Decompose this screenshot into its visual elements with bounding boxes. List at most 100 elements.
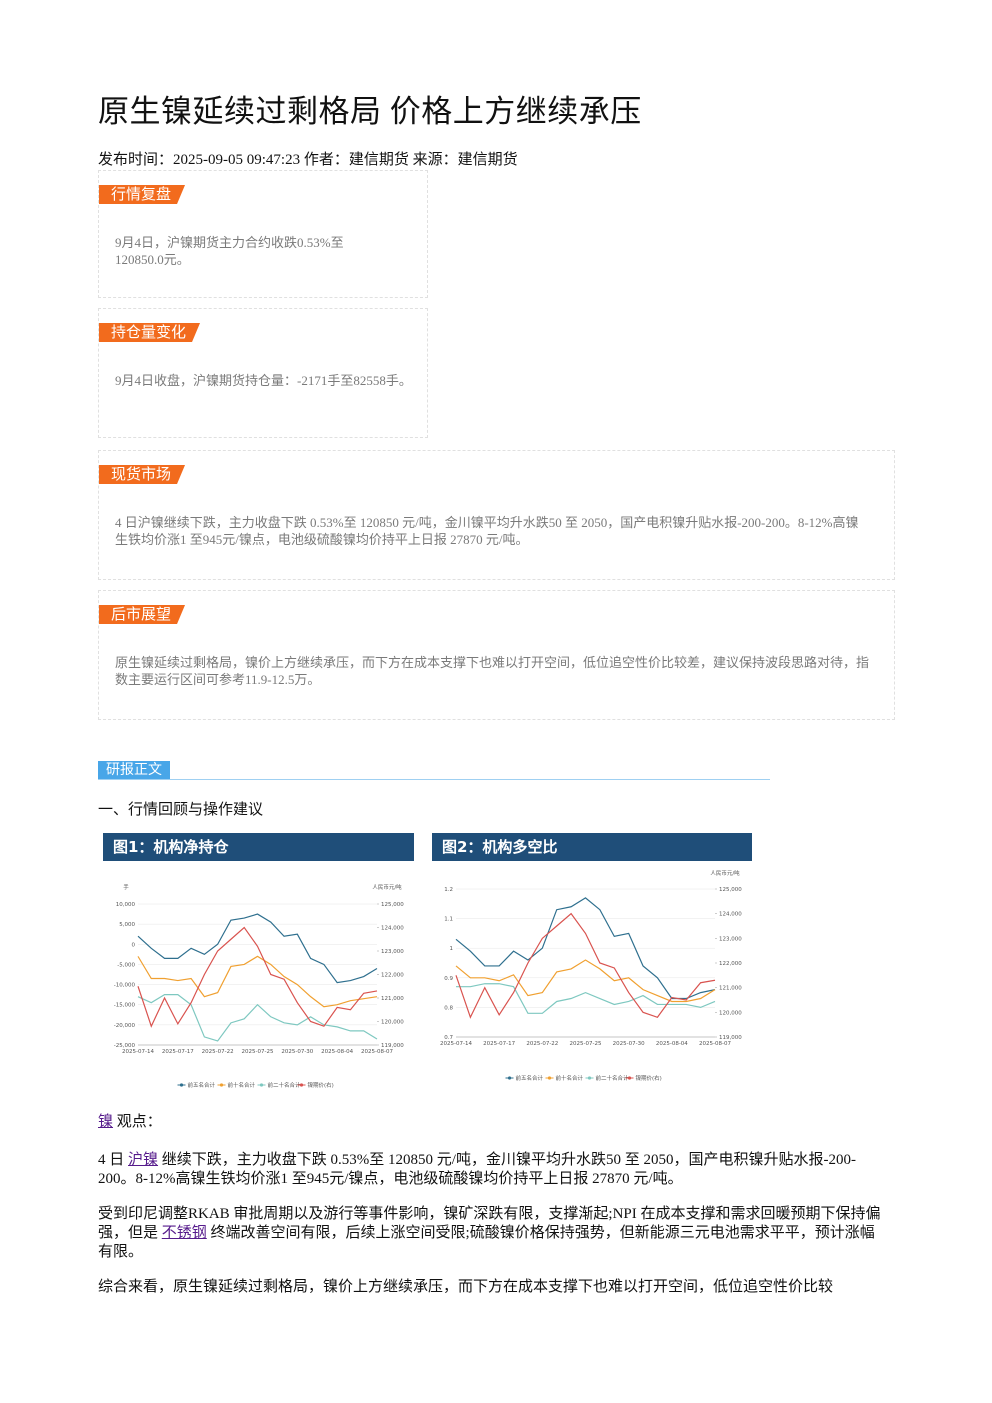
- x-tick-label: 2025-07-22: [202, 1049, 234, 1055]
- text-run: 观点：: [113, 1114, 162, 1130]
- box-text: 4 日沪镍继续下跌，主力收盘下跌 0.53%至 120850 元/吨，金川镍平均…: [115, 515, 859, 547]
- y2-tick-label: 120,000: [719, 1010, 742, 1016]
- legend-label: 前二十名合计: [596, 1074, 630, 1082]
- legend-label: 前二十名合计: [268, 1081, 302, 1089]
- x-tick-label: 2025-08-04: [321, 1049, 353, 1055]
- x-tick-label: 2025-08-07: [699, 1041, 731, 1047]
- box-text: 9月4日收盘，沪镍期货持仓量：-2171手至82558手。: [115, 373, 412, 388]
- y2-tick-label: 123,000: [719, 936, 742, 942]
- title: 原生镍延续过剩格局 价格上方继续承压: [98, 94, 642, 129]
- series-line: [137, 955, 378, 1008]
- chart-plot: 0.7 0.8 0.9 1 1.1 1.2 119,000 120,000 121,000 122…: [440, 869, 742, 1082]
- box-label: 持仓量变化: [99, 323, 200, 342]
- paragraph: 综合来看，原生镍延续过剩格局，镍价上方继续承压，而下方在成本支撑下也难以打开空间…: [98, 1278, 888, 1297]
- y2-tick-label: 119,000: [719, 1035, 742, 1041]
- legend-dot: [627, 1076, 632, 1080]
- summary-box: 行情复盘 9月4日，沪镍期货主力合约收跌0.53%至120850.0元。: [98, 170, 428, 298]
- y2-tick-label: 125,000: [719, 887, 742, 893]
- legend-dot: [299, 1083, 304, 1087]
- y2-tick-label: 121,000: [381, 996, 404, 1002]
- series-line: [137, 913, 378, 984]
- y-tick-label: 1.1: [444, 917, 453, 923]
- y-axis-label: 手: [123, 883, 129, 891]
- link[interactable]: 沪镍: [128, 1152, 159, 1168]
- x-tick-label: 2025-07-30: [613, 1041, 645, 1047]
- legend-label: 镍期价(右): [308, 1081, 334, 1089]
- x-tick-label: 2025-07-17: [483, 1041, 515, 1047]
- text-run: 继续下跌，主力收盘下跌 0.53%至 120850 元/吨，金川镍平均升水跌50…: [98, 1152, 856, 1187]
- y-tick-label: 10,000: [116, 902, 136, 908]
- summary-box: 后市展望原生镍延续过剩格局，镍价上方继续承压，而下方在成本支撑下也难以打开空间，…: [98, 590, 895, 720]
- legend-label: 前五名合计: [516, 1074, 544, 1082]
- chart-title: 图1：机构净持仓: [103, 833, 414, 861]
- text-run: 终端改善空间有限，后续上涨空间受限;硫酸镍价格保持强势，但新能源三元电池需求平平…: [98, 1225, 875, 1260]
- y-tick-label: 1: [450, 946, 454, 952]
- y2-tick-label: 125,000: [381, 902, 404, 908]
- series-line: [137, 994, 378, 1042]
- x-tick-label: 2025-07-17: [162, 1049, 194, 1055]
- x-tick-label: 2025-08-07: [361, 1049, 393, 1055]
- legend-dot: [587, 1076, 592, 1080]
- legend-dot: [179, 1083, 184, 1087]
- text-run: 受到印尼调整RKAB 审批周期以及游行等事件影响，镍矿深跌有限，支撑渐起;NPI…: [98, 1206, 881, 1241]
- link[interactable]: 镍: [98, 1114, 114, 1130]
- box-text: 9月4日，沪镍期货主力合约收跌0.53%至120850.0元。: [115, 235, 344, 267]
- y-tick-label: 0.9: [444, 976, 453, 982]
- y-tick-label: -20,000: [114, 1023, 136, 1029]
- y2-tick-label: 121,000: [719, 986, 742, 992]
- legend-label: 前十名合计: [228, 1081, 256, 1089]
- y-tick-label: 0.8: [444, 1005, 453, 1011]
- y2-tick-label: 123,000: [381, 949, 404, 955]
- y2-tick-label: 120,000: [381, 1020, 404, 1026]
- y-tick-label: 0.7: [444, 1035, 453, 1041]
- chart: 图1：机构净持仓 -25,000 -20,000 -15,000 -10,000 -5,0…: [103, 833, 414, 1100]
- y2-axis-label: 人民币元/吨: [710, 869, 740, 877]
- text-run: 4 日: [98, 1152, 129, 1168]
- y-tick-label: 0: [132, 942, 136, 948]
- section-heading: 一、行情回顾与操作建议: [98, 802, 264, 818]
- chart: 图2：机构多空比 0.7 0.8 0.9 1 1.1 1.2 119,000 120,000 12…: [432, 833, 752, 1100]
- x-tick-label: 2025-07-30: [281, 1049, 313, 1055]
- x-tick-label: 2025-07-25: [242, 1049, 274, 1055]
- x-tick-label: 2025-07-14: [440, 1041, 472, 1047]
- x-tick-label: 2025-07-22: [526, 1041, 558, 1047]
- y-tick-label: 5,000: [119, 922, 135, 928]
- paragraph: 受到印尼调整RKAB 审批周期以及游行等事件影响，镍矿深跌有限，支撑渐起;NPI…: [98, 1205, 888, 1262]
- legend-dot: [259, 1083, 264, 1087]
- viewpoint: 镍 观点：: [98, 1113, 888, 1132]
- meta: 发布时间：2025-09-05 09:47:23 作者：建信期货 来源：建信期货: [98, 152, 518, 168]
- y2-tick-label: 122,000: [381, 973, 404, 979]
- y2-tick-label: 124,000: [381, 926, 404, 932]
- legend-label: 前五名合计: [188, 1081, 216, 1089]
- legend-label: 镍期价(右): [636, 1074, 662, 1082]
- link[interactable]: 不锈钢: [161, 1225, 207, 1241]
- y2-tick-label: 119,000: [381, 1043, 404, 1049]
- box-text: 原生镍延续过剩格局，镍价上方继续承压，而下方在成本支撑下也难以打开空间，低位追空…: [115, 655, 870, 687]
- summary-box: 现货市场 4 日沪镍继续下跌，主力收盘下跌 0.53%至 120850 元/吨，金…: [98, 450, 895, 580]
- y-tick-label: -10,000: [114, 983, 136, 989]
- series-line: [455, 959, 716, 1003]
- y2-tick-label: 124,000: [719, 912, 742, 918]
- section-tab: 研报正文: [98, 761, 170, 780]
- text-run: 综合来看，原生镍延续过剩格局，镍价上方继续承压，而下方在成本支撑下也难以打开空间…: [98, 1279, 834, 1295]
- box-label: 后市展望: [99, 605, 185, 624]
- chart-plot: -25,000 -20,000 -15,000 -10,000 -5,000 0 5,000…: [114, 883, 404, 1089]
- legend-dot: [219, 1083, 224, 1087]
- y-tick-label: 1.2: [444, 887, 453, 893]
- y-tick-label: -25,000: [114, 1043, 136, 1049]
- section-rule: [98, 779, 770, 780]
- series-line: [456, 983, 716, 1014]
- box-label: 现货市场: [99, 465, 185, 484]
- y-tick-label: -5,000: [117, 962, 135, 968]
- y2-tick-label: 122,000: [719, 961, 742, 967]
- series-line: [455, 912, 716, 1019]
- legend-label: 前十名合计: [556, 1074, 584, 1082]
- summary-box: 持仓量变化 9月4日收盘，沪镍期货持仓量：-2171手至82558手。: [98, 308, 428, 438]
- series-line: [137, 926, 378, 1028]
- paragraph: 4 日 沪镍 继续下跌，主力收盘下跌 0.53%至 120850 元/吨，金川镍…: [98, 1151, 888, 1189]
- x-tick-label: 2025-07-25: [570, 1041, 602, 1047]
- x-tick-label: 2025-08-04: [656, 1041, 688, 1047]
- y2-axis-label: 人民币元/吨: [372, 883, 402, 891]
